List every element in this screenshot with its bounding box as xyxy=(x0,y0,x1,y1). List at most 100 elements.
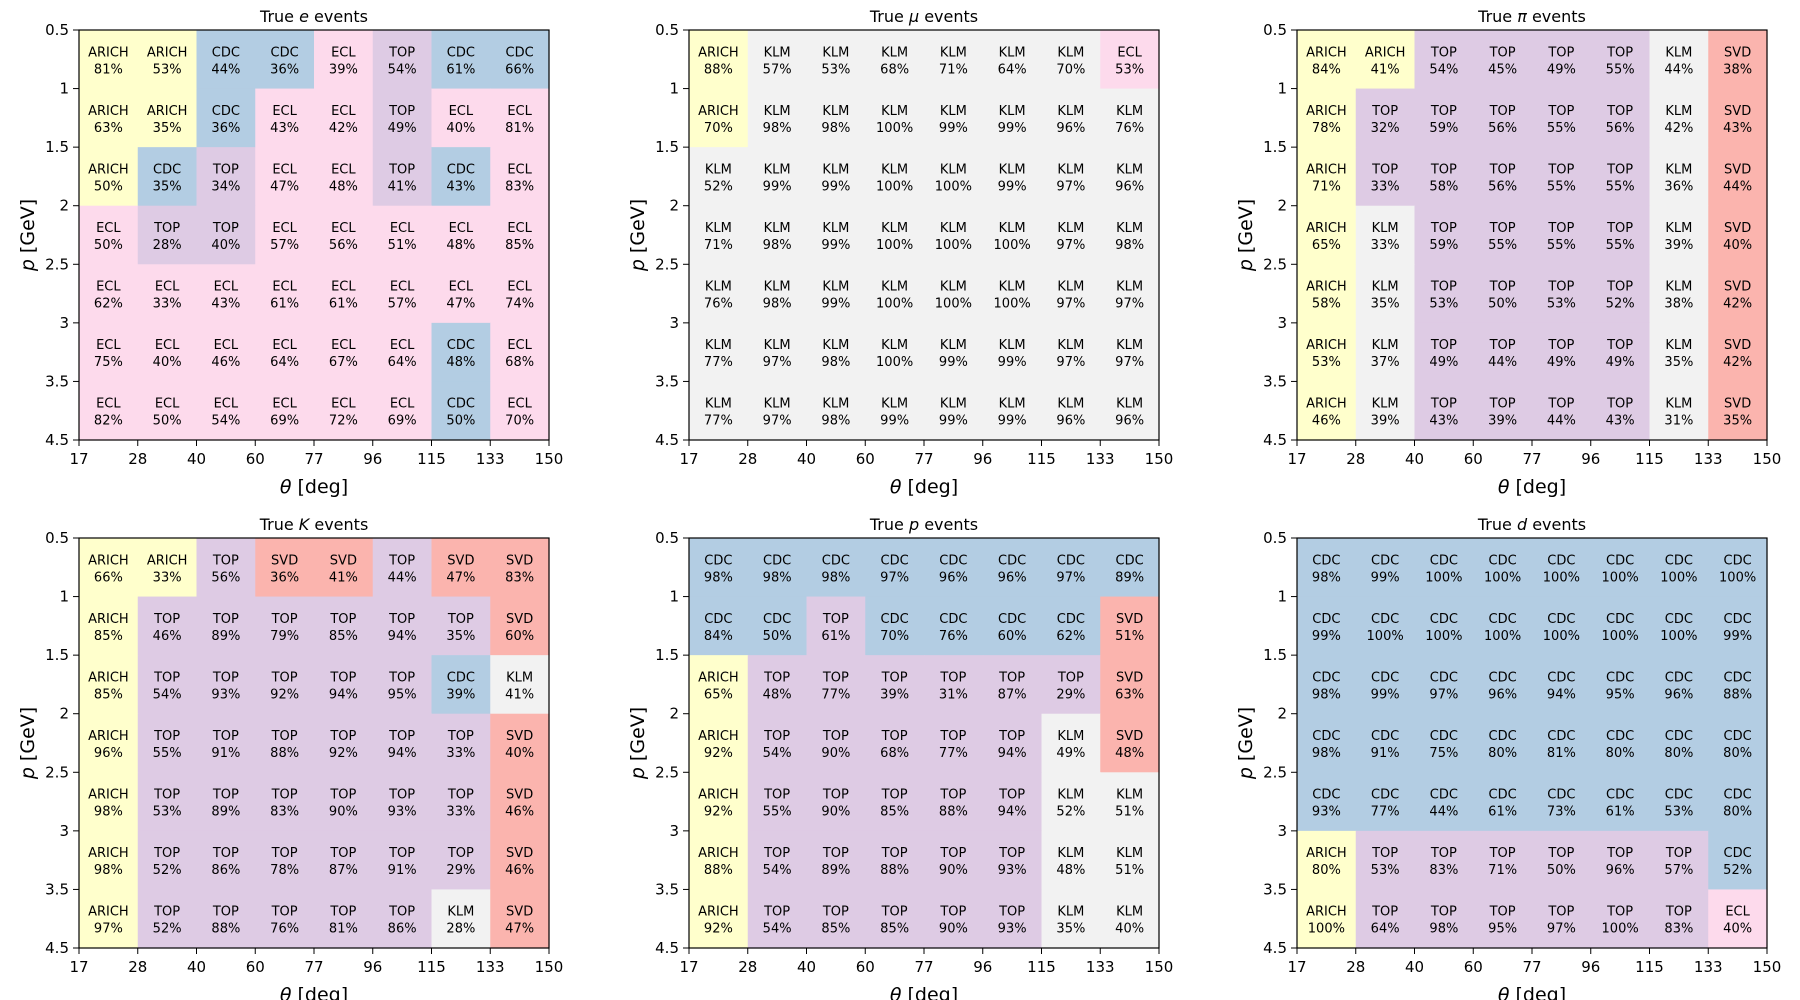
panel-2: ARICH 84% ARICH 41% TOP 54% TOP 45% TOP 49% TOP 55%… xyxy=(1235,7,1781,498)
cell-percent-label: 67% xyxy=(329,355,358,370)
cell-percent-label: 94% xyxy=(329,687,358,702)
heatmap-cell xyxy=(1355,205,1416,265)
cell-detector-label: KLM xyxy=(1665,221,1692,236)
cell-percent-label: 40% xyxy=(446,121,475,136)
cell-detector-label: TOP xyxy=(212,162,239,177)
heatmap-cell xyxy=(1532,205,1592,265)
heatmap-cell xyxy=(431,830,491,891)
cell-detector-label: ECL xyxy=(1725,905,1750,920)
heatmap-cell xyxy=(314,205,374,265)
y-tick-label: 2 xyxy=(669,705,679,723)
heatmap-cell xyxy=(747,772,808,832)
cell-detector-label: TOP xyxy=(1430,45,1457,60)
heatmap-cell xyxy=(137,322,198,383)
cell-detector-label: CDC xyxy=(1665,612,1693,627)
heatmap-cell xyxy=(1355,88,1416,148)
heatmap-cell xyxy=(1708,205,1768,265)
cell-detector-label: TOP xyxy=(1547,162,1574,177)
cell-detector-label: KLM xyxy=(1665,162,1692,177)
cell-detector-label: TOP xyxy=(212,788,239,803)
cell-detector-label: ARICH xyxy=(1306,397,1347,412)
heatmap-cell xyxy=(372,30,433,90)
x-tick-label: 133 xyxy=(1086,958,1115,976)
cell-percent-label: 93% xyxy=(1312,805,1341,820)
y-tick-label: 4.5 xyxy=(655,431,679,449)
cell-detector-label: TOP xyxy=(388,670,415,685)
y-tick-label: 1.5 xyxy=(45,138,69,156)
cell-percent-label: 42% xyxy=(1664,121,1693,136)
heatmap-cell xyxy=(1708,596,1768,656)
y-tick-label: 3 xyxy=(59,822,69,840)
cell-detector-label: ARICH xyxy=(88,729,129,744)
cell-detector-label: TOP xyxy=(1430,338,1457,353)
cell-percent-label: 39% xyxy=(1488,414,1517,429)
cell-percent-label: 100% xyxy=(1543,629,1580,644)
heatmap-cell xyxy=(1590,264,1651,324)
cell-detector-label: CDC xyxy=(1606,729,1634,744)
cell-detector-label: KLM xyxy=(1057,846,1084,861)
cell-detector-label: KLM xyxy=(705,397,732,412)
heatmap-cell xyxy=(431,381,491,441)
cell-percent-label: 98% xyxy=(763,570,792,585)
y-axis-label: p [GeV] xyxy=(627,707,649,780)
heatmap-cell xyxy=(1590,596,1651,656)
cell-detector-label: ARICH xyxy=(1306,338,1347,353)
cell-detector-label: CDC xyxy=(881,553,909,568)
cell-percent-label: 44% xyxy=(211,62,240,77)
heatmap-cell xyxy=(431,205,491,265)
cell-detector-label: KLM xyxy=(822,45,849,60)
y-tick-label: 1.5 xyxy=(1263,646,1287,664)
cell-detector-label: ECL xyxy=(507,280,532,295)
heatmap-cell xyxy=(1649,772,1709,832)
cell-percent-label: 62% xyxy=(94,297,123,312)
x-tick-label: 96 xyxy=(363,958,382,976)
heatmap-cell xyxy=(490,205,550,265)
heatmap-cell xyxy=(490,147,550,207)
cell-detector-label: CDC xyxy=(447,45,475,60)
y-tick-label: 2 xyxy=(59,197,69,215)
heatmap-cell xyxy=(982,205,1043,265)
heatmap-cell xyxy=(1590,381,1651,441)
heatmap-cell xyxy=(1649,830,1709,891)
cell-percent-label: 83% xyxy=(505,179,534,194)
cell-percent-label: 50% xyxy=(763,629,792,644)
cell-detector-label: TOP xyxy=(1489,846,1516,861)
cell-detector-label: CDC xyxy=(1606,670,1634,685)
cell-detector-label: TOP xyxy=(212,729,239,744)
cell-detector-label: CDC xyxy=(447,162,475,177)
cell-detector-label: TOP xyxy=(329,788,356,803)
cell-percent-label: 80% xyxy=(1664,746,1693,761)
cell-detector-label: ARICH xyxy=(88,905,129,920)
cell-percent-label: 88% xyxy=(270,746,299,761)
cell-detector-label: TOP xyxy=(388,553,415,568)
cell-percent-label: 96% xyxy=(1115,179,1144,194)
x-tick-label: 17 xyxy=(1287,958,1306,976)
cell-percent-label: 38% xyxy=(1723,62,1752,77)
cell-percent-label: 100% xyxy=(876,297,913,312)
cell-detector-label: KLM xyxy=(1665,45,1692,60)
heatmap-cell xyxy=(865,205,925,265)
cell-detector-label: TOP xyxy=(153,221,180,236)
cell-detector-label: TOP xyxy=(1489,338,1516,353)
heatmap-cell xyxy=(1041,205,1101,265)
cell-percent-label: 46% xyxy=(505,805,534,820)
cell-detector-label: KLM xyxy=(1116,280,1143,295)
heatmap-cell xyxy=(865,147,925,207)
heatmap-cell xyxy=(196,322,256,383)
cell-detector-label: ECL xyxy=(390,221,415,236)
cell-percent-label: 40% xyxy=(1723,922,1752,937)
cell-percent-label: 96% xyxy=(1056,121,1085,136)
cell-detector-label: CDC xyxy=(1371,612,1399,627)
cell-percent-label: 93% xyxy=(388,805,417,820)
cell-percent-label: 58% xyxy=(1312,297,1341,312)
cell-percent-label: 83% xyxy=(1429,863,1458,878)
heatmap-cell xyxy=(1590,713,1651,773)
x-tick-label: 77 xyxy=(304,450,323,468)
heatmap-cell xyxy=(431,772,491,832)
y-tick-label: 3 xyxy=(669,822,679,840)
y-tick-label: 2.5 xyxy=(45,763,69,781)
heatmap-cell xyxy=(137,655,198,715)
heatmap-cell xyxy=(924,264,984,324)
cell-detector-label: TOP xyxy=(1489,905,1516,920)
cell-percent-label: 92% xyxy=(704,922,733,937)
